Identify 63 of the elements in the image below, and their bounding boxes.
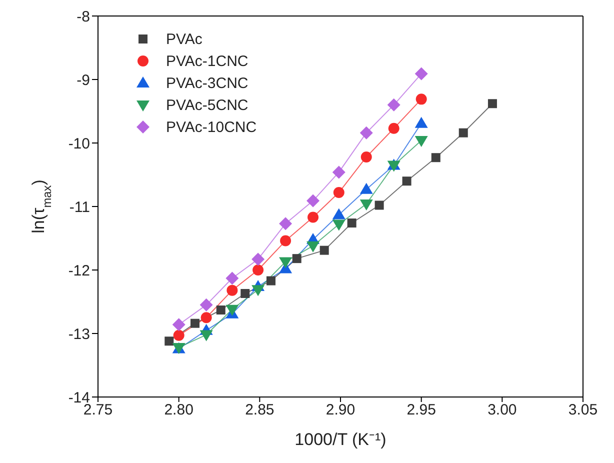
y-tick-label: -11 — [69, 198, 90, 216]
point — [190, 318, 200, 328]
point — [200, 330, 213, 342]
point — [332, 208, 346, 220]
x-axis-title: 1000/T (K⁻¹) — [294, 430, 386, 449]
x-tick-label: 2.85 — [245, 402, 274, 419]
legend-label: PVAc-1CNC — [166, 52, 248, 70]
x-tick-label: 2.80 — [164, 402, 194, 419]
y-tick-label: -10 — [68, 135, 90, 152]
point — [226, 304, 239, 316]
y-tick-label: -12 — [68, 262, 90, 280]
point — [431, 153, 440, 162]
point — [488, 99, 497, 108]
point — [240, 288, 250, 298]
point — [279, 257, 292, 268]
point — [414, 136, 428, 147]
x-tick-label: 2.75 — [83, 402, 113, 419]
point — [216, 306, 226, 315]
point — [360, 182, 373, 194]
point — [414, 116, 428, 128]
y-tick-label: -8 — [76, 8, 90, 26]
point — [226, 272, 239, 285]
legend-label: PVAc-5CNC — [166, 96, 248, 114]
point — [374, 200, 384, 210]
y-tick-label: -13 — [68, 326, 90, 343]
point — [458, 128, 468, 138]
point — [164, 336, 174, 346]
x-tick-label: 3.05 — [568, 402, 598, 419]
point — [252, 252, 265, 266]
point — [200, 312, 212, 324]
point — [200, 298, 213, 312]
point — [332, 166, 346, 179]
point — [308, 212, 319, 223]
point — [347, 218, 356, 228]
x-tick-label: 2.90 — [326, 402, 356, 419]
point — [320, 246, 329, 255]
point — [266, 276, 276, 286]
x-tick-label: 2.95 — [406, 402, 436, 419]
y-tick-label: -9 — [76, 72, 90, 89]
point — [306, 241, 320, 252]
legend-label: PVAc-10CNC — [166, 118, 257, 136]
legend-label: PVAc — [166, 30, 202, 48]
point — [252, 285, 265, 296]
point — [226, 284, 238, 296]
point — [279, 217, 292, 230]
point — [172, 318, 186, 332]
point — [402, 176, 412, 186]
point — [360, 199, 373, 210]
point — [360, 151, 372, 162]
point — [387, 98, 400, 112]
point — [292, 254, 302, 264]
point — [416, 94, 427, 105]
point — [388, 122, 400, 134]
point — [333, 187, 344, 198]
legend-label: PVAc-3CNC — [166, 74, 248, 92]
point — [173, 330, 184, 341]
x-tick-label: 3.00 — [488, 402, 517, 419]
point — [306, 194, 320, 208]
point — [414, 67, 428, 80]
point — [280, 235, 292, 246]
point — [332, 220, 346, 231]
point — [360, 126, 373, 140]
point — [252, 264, 264, 276]
